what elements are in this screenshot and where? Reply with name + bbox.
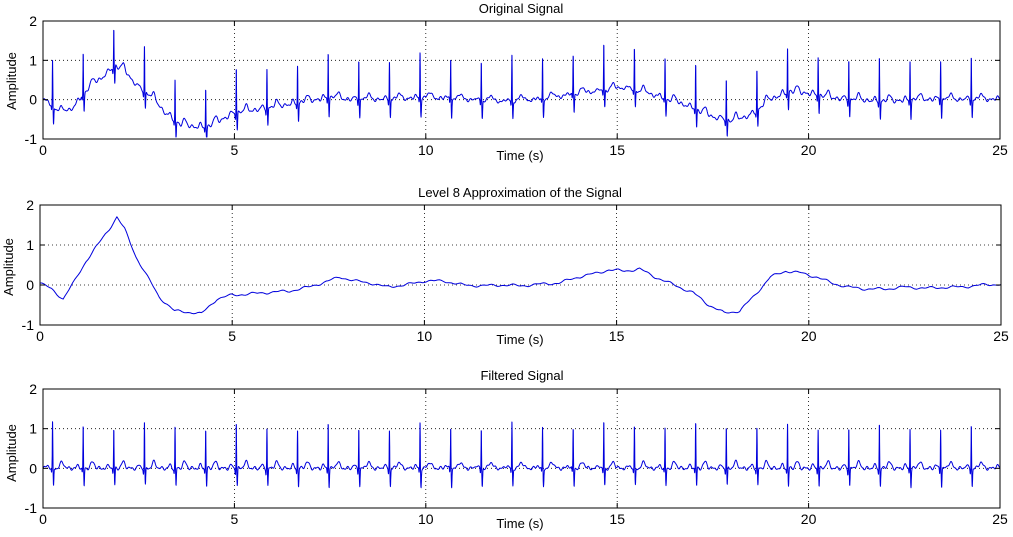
y-tick-label: -1 — [25, 131, 38, 147]
x-tick-label: 5 — [231, 511, 239, 527]
x-tick-label: 20 — [801, 328, 817, 344]
chart-title: Filtered Signal — [480, 368, 563, 383]
chart-panel-original: Original Signal Time (s) Amplitude 0 5 10 1… — [4, 1, 1008, 163]
x-tick-label: 20 — [801, 511, 817, 527]
x-tick-label: 0 — [39, 142, 47, 158]
x-axis-label: Time (s) — [496, 516, 543, 531]
chart-title: Level 8 Approximation of the Signal — [418, 185, 622, 200]
y-axis-label: Amplitude — [4, 52, 19, 110]
series-line — [40, 216, 1002, 315]
chart-panel-approximation: Level 8 Approximation of the Signal Time… — [1, 185, 1009, 347]
x-tick-label: 15 — [609, 511, 625, 527]
x-tick-label: 25 — [992, 511, 1008, 527]
chart-title: Original Signal — [479, 1, 564, 16]
y-tick-label: -1 — [25, 500, 38, 516]
series-line — [42, 421, 1001, 489]
x-tick-label: 25 — [992, 142, 1008, 158]
y-tick-label: 0 — [29, 460, 37, 476]
y-tick-label: -1 — [22, 317, 35, 333]
y-tick-label: 0 — [29, 92, 37, 108]
y-tick-label: 2 — [29, 13, 37, 29]
y-tick-label: 1 — [29, 52, 37, 68]
plot-frame — [42, 20, 1001, 140]
chart-panel-filtered: Filtered Signal Time (s) Amplitude 0 5 10 1… — [4, 368, 1008, 531]
y-tick-label: 2 — [29, 381, 37, 397]
plot-frame — [39, 204, 1002, 326]
x-tick-label: 5 — [231, 142, 239, 158]
x-tick-label: 15 — [609, 142, 625, 158]
y-axis-label: Amplitude — [1, 238, 16, 296]
y-tick-label: 1 — [29, 421, 37, 437]
x-tick-label: 5 — [228, 328, 236, 344]
y-tick-label: 0 — [26, 277, 34, 293]
x-tick-label: 15 — [609, 328, 625, 344]
plot-frame — [42, 388, 1001, 509]
x-tick-label: 20 — [801, 142, 817, 158]
x-axis-label: Time (s) — [496, 332, 543, 347]
x-tick-label: 10 — [418, 511, 434, 527]
y-tick-label: 1 — [26, 237, 34, 253]
x-tick-label: 10 — [417, 328, 433, 344]
x-tick-label: 0 — [39, 511, 47, 527]
series-line — [42, 29, 1001, 138]
x-axis-label: Time (s) — [496, 148, 543, 163]
x-tick-label: 10 — [418, 142, 434, 158]
y-tick-label: 2 — [26, 197, 34, 213]
y-axis-label: Amplitude — [4, 424, 19, 482]
x-tick-label: 0 — [36, 328, 44, 344]
x-tick-label: 25 — [993, 328, 1009, 344]
